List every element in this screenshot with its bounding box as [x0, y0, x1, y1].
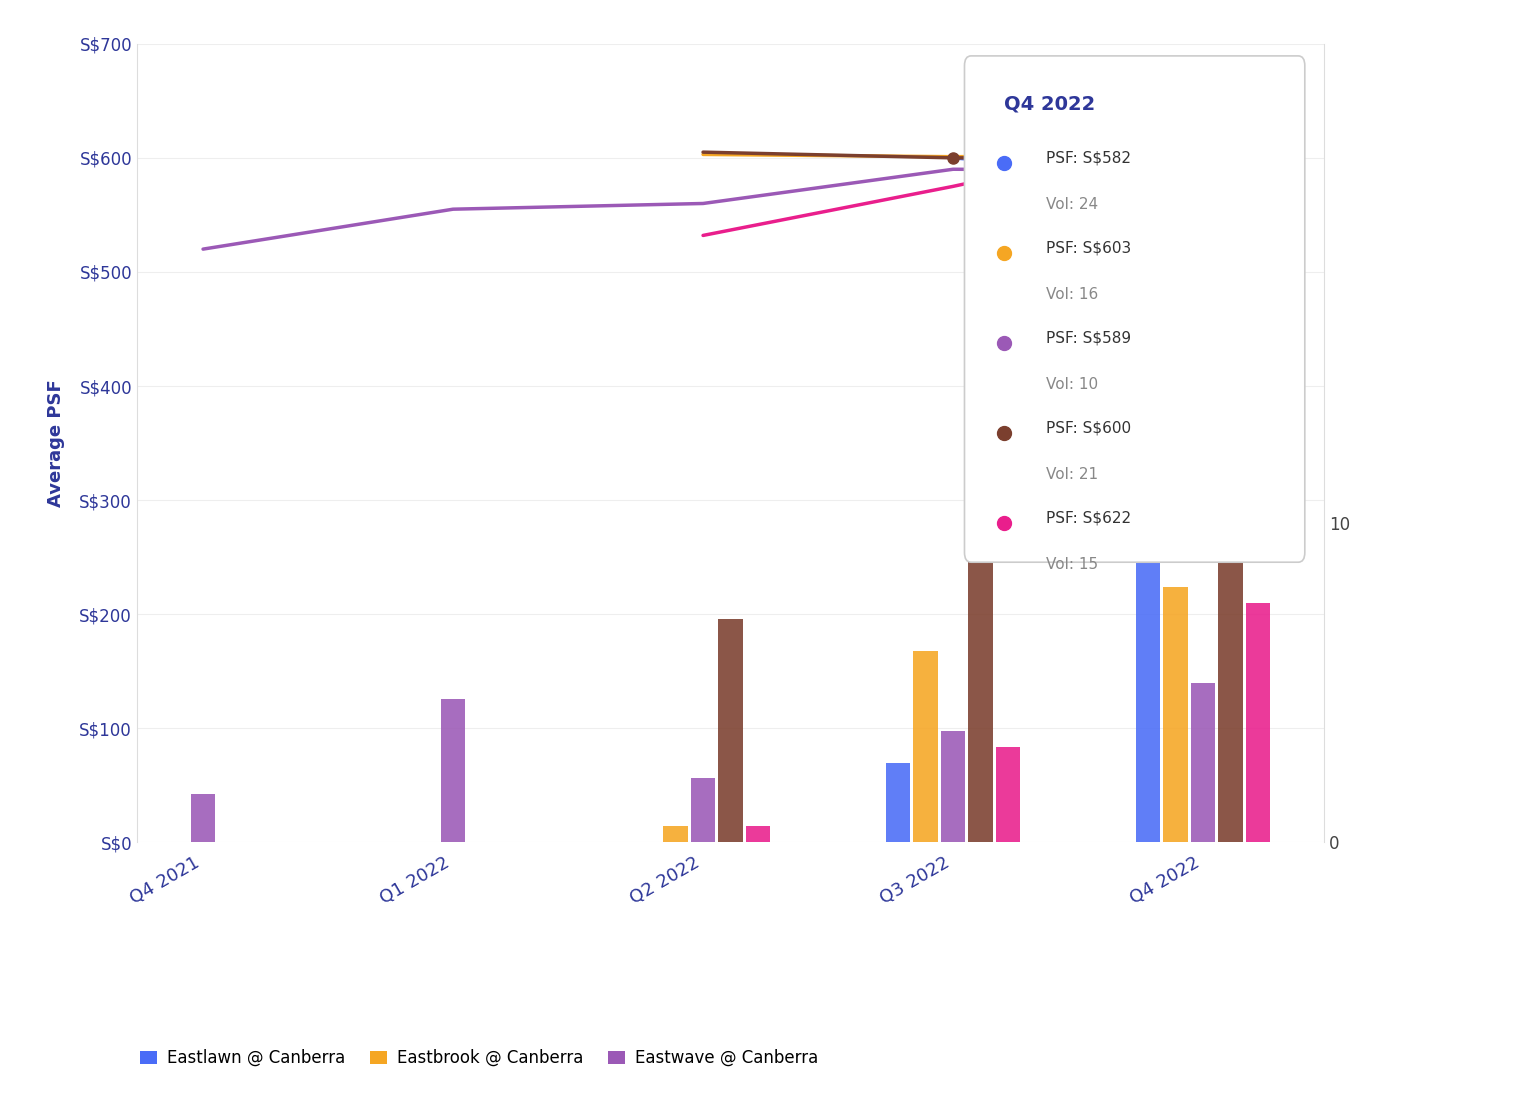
Bar — [1163, 586, 1187, 842]
Text: Vol: 21: Vol: 21 — [1046, 467, 1099, 482]
FancyBboxPatch shape — [965, 56, 1304, 562]
Text: PSF: S$622: PSF: S$622 — [1046, 511, 1131, 526]
Bar — [968, 539, 992, 842]
Y-axis label: Average PSF: Average PSF — [47, 380, 65, 507]
Bar — [886, 763, 910, 842]
Text: Vol: 15: Vol: 15 — [1046, 557, 1099, 572]
Bar — [1192, 683, 1215, 842]
Bar — [1219, 507, 1242, 842]
Bar — [746, 826, 770, 842]
Bar — [913, 651, 938, 842]
Bar — [664, 826, 688, 842]
Text: Vol: 24: Vol: 24 — [1046, 197, 1099, 212]
Bar — [691, 779, 715, 842]
Bar — [1247, 603, 1271, 842]
Text: PSF: S$582: PSF: S$582 — [1046, 151, 1131, 165]
Text: Vol: 10: Vol: 10 — [1046, 377, 1099, 392]
Bar — [1135, 459, 1160, 842]
Text: PSF: S$589: PSF: S$589 — [1046, 330, 1131, 346]
Text: Q4 2022: Q4 2022 — [1005, 95, 1094, 114]
Text: PSF: S$600: PSF: S$600 — [1046, 421, 1131, 435]
Bar — [995, 746, 1020, 842]
Bar — [190, 794, 215, 842]
Bar — [941, 731, 965, 842]
Text: PSF: S$603: PSF: S$603 — [1046, 241, 1131, 256]
Bar — [441, 699, 466, 842]
Text: Vol: 16: Vol: 16 — [1046, 287, 1099, 302]
Bar — [718, 619, 743, 842]
